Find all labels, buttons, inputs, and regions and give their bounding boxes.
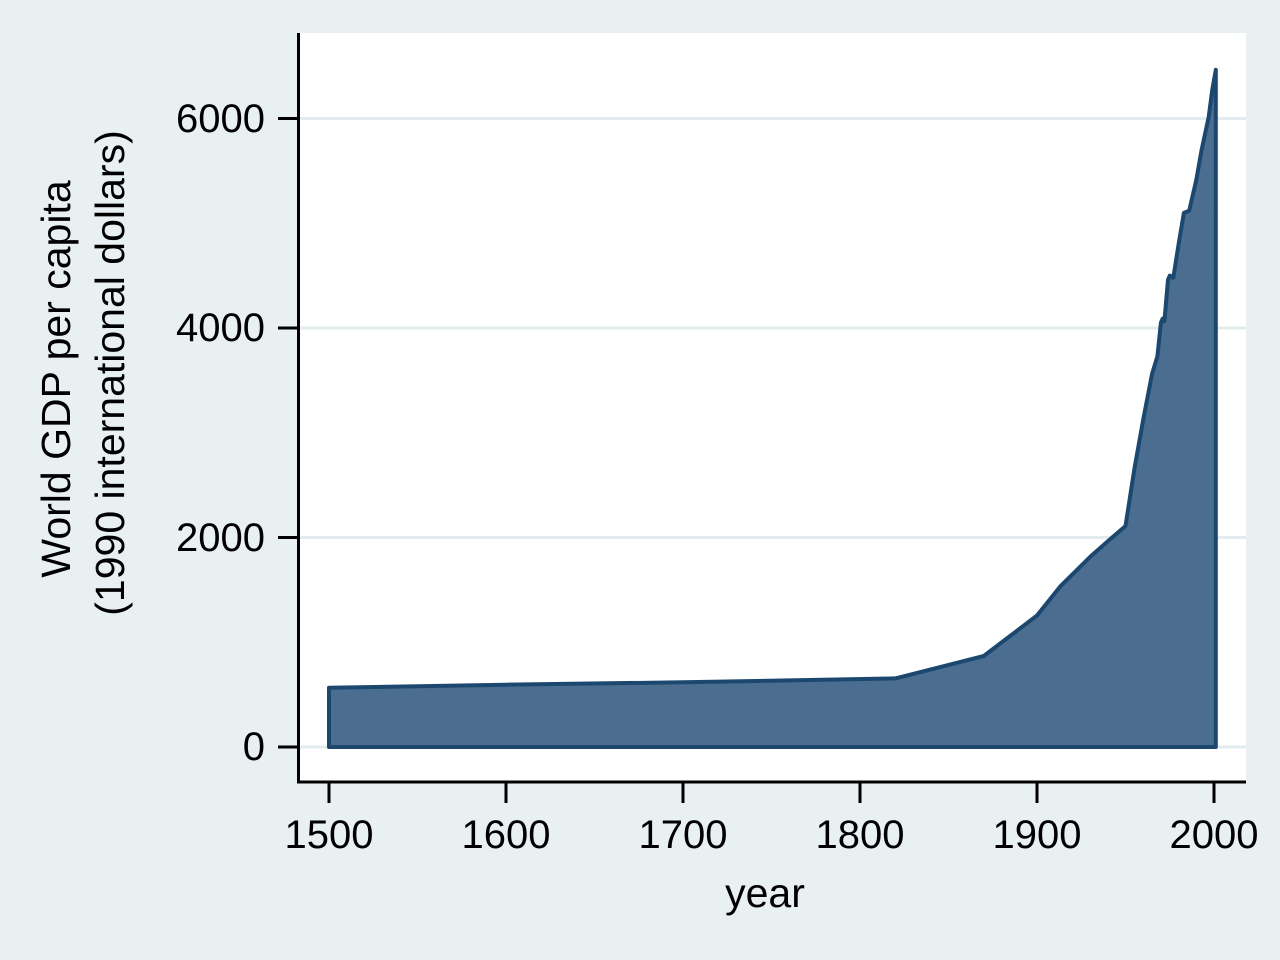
x-axis-title: year	[725, 870, 805, 916]
x-tick-label: 1700	[638, 813, 728, 857]
x-tick-label: 1600	[461, 813, 551, 857]
area-series	[327, 67, 1218, 749]
y-tick-label: 2000	[176, 515, 265, 560]
y-tick-label: 4000	[176, 306, 265, 350]
y-axis-title-line-1: World GDP per capita	[33, 180, 79, 578]
y-tick-label: 0	[242, 725, 265, 769]
x-tick-label: 1800	[815, 813, 905, 857]
x-tick-label: 1500	[284, 813, 374, 857]
x-tick-label: 2000	[1169, 813, 1259, 857]
x-tick-label: 1900	[992, 813, 1082, 857]
y-axis-title-line-2: (1990 international dollars)	[87, 130, 133, 616]
y-tick-label: 6000	[176, 96, 265, 141]
